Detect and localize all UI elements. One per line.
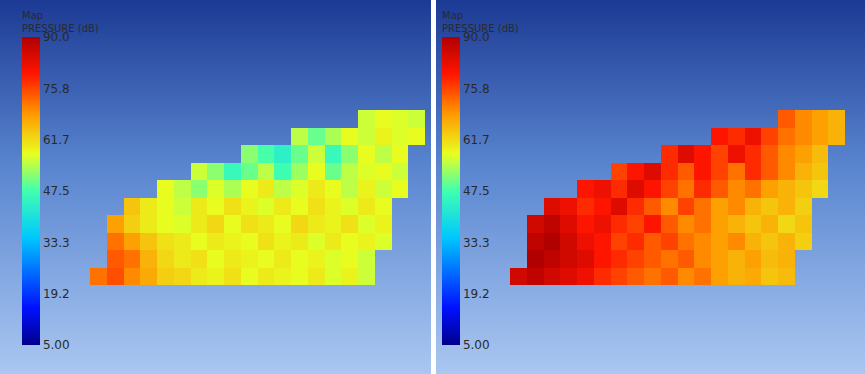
- svg-text:33.3: 33.3: [463, 236, 490, 250]
- svg-text:75.8: 75.8: [43, 82, 70, 96]
- svg-text:5.00: 5.00: [463, 338, 490, 352]
- svg-text:61.7: 61.7: [43, 133, 70, 147]
- svg-text:61.7: 61.7: [463, 133, 490, 147]
- svg-text:5.00: 5.00: [43, 338, 70, 352]
- svg-text:19.2: 19.2: [463, 287, 490, 301]
- svg-text:47.5: 47.5: [463, 184, 490, 198]
- svg-text:19.2: 19.2: [43, 287, 70, 301]
- svg-text:90.0: 90.0: [463, 30, 490, 44]
- svg-text:33.3: 33.3: [43, 236, 70, 250]
- svg-text:MapPRESSURE (dB): MapPRESSURE (dB): [22, 10, 99, 34]
- svg-text:75.8: 75.8: [463, 82, 490, 96]
- svg-text:47.5: 47.5: [43, 184, 70, 198]
- svg-text:90.0: 90.0: [43, 30, 70, 44]
- svg-text:MapPRESSURE (dB): MapPRESSURE (dB): [442, 10, 519, 34]
